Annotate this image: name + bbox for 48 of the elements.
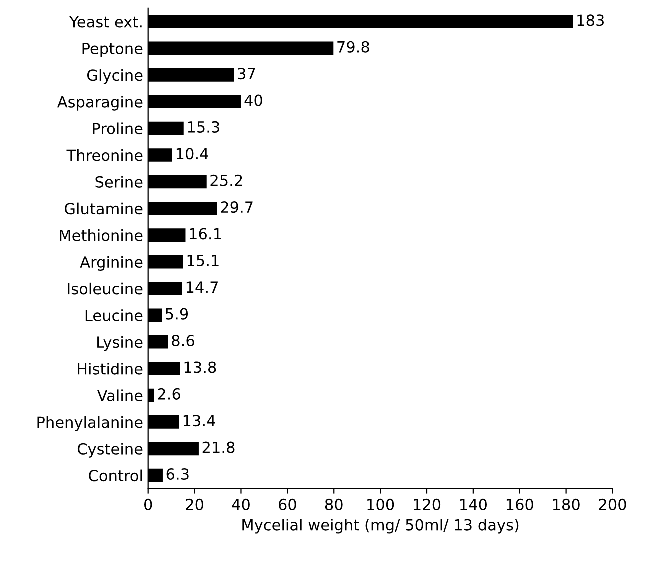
data-label: 2.6 bbox=[158, 388, 180, 400]
x-tick-label: 140 bbox=[460, 498, 487, 510]
y-tick-label: Threonine bbox=[66, 149, 143, 162]
x-tick-label: 200 bbox=[599, 498, 626, 510]
y-tick-label: Leucine bbox=[86, 310, 143, 322]
data-label: 183 bbox=[578, 14, 604, 26]
y-tick-label: Glutamine bbox=[65, 202, 143, 215]
data-label: 10.4 bbox=[176, 148, 208, 160]
data-label: 15.1 bbox=[188, 255, 219, 266]
data-label: 79.8 bbox=[338, 41, 370, 53]
y-tick-label: Methionine bbox=[60, 230, 143, 242]
x-tick-label: 180 bbox=[553, 498, 580, 510]
x-tick-label: 160 bbox=[506, 498, 534, 510]
y-tick-label: Serine bbox=[96, 176, 143, 188]
x-tick-label: 120 bbox=[414, 498, 441, 510]
y-tick-label: Lysine bbox=[98, 336, 143, 352]
data-label: 6.3 bbox=[166, 468, 189, 480]
data-label: 13.4 bbox=[184, 415, 216, 427]
data-label: 37 bbox=[238, 68, 256, 80]
y-tick-label: Isoleucine bbox=[68, 282, 143, 295]
x-tick-label: 60 bbox=[279, 498, 296, 510]
data-label: 21.8 bbox=[202, 442, 235, 454]
data-label: 5.9 bbox=[166, 308, 188, 320]
data-label: 13.8 bbox=[184, 362, 216, 374]
x-tick-label: 100 bbox=[368, 498, 394, 510]
y-tick-label: Asparagine bbox=[57, 96, 143, 111]
y-tick-label: Cysteine bbox=[78, 443, 143, 458]
y-tick-label: Glycine bbox=[87, 69, 143, 84]
x-axis-title: Mycelial weight (mg/ 50ml/ 13 days) bbox=[242, 519, 519, 534]
y-tick-label: Phenylalanine bbox=[38, 416, 143, 432]
x-tick-label: 40 bbox=[232, 498, 250, 510]
data-label: 29.7 bbox=[221, 202, 253, 214]
data-label: 16.1 bbox=[190, 228, 222, 240]
data-label: 25.2 bbox=[210, 174, 242, 186]
data-label: 15.3 bbox=[188, 121, 220, 133]
y-tick-label: Arginine bbox=[80, 256, 143, 272]
y-tick-label: Proline bbox=[93, 122, 143, 135]
data-label: 40 bbox=[244, 94, 262, 106]
y-tick-label: Peptone bbox=[82, 43, 143, 58]
y-tick-label: Valine bbox=[97, 390, 143, 402]
data-label: 8.6 bbox=[172, 334, 194, 347]
x-tick-label: 0 bbox=[144, 498, 152, 510]
y-tick-label: Histidine bbox=[78, 363, 143, 375]
y-tick-label: Control bbox=[89, 470, 142, 482]
y-tick-label: Yeast ext. bbox=[70, 16, 142, 28]
x-tick-label: 80 bbox=[325, 498, 343, 510]
x-tick-label: 20 bbox=[186, 498, 204, 510]
data-label: 14.7 bbox=[186, 282, 218, 293]
